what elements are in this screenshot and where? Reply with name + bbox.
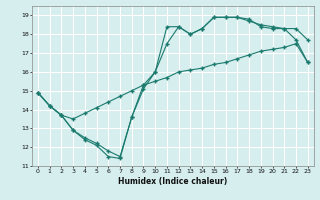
X-axis label: Humidex (Indice chaleur): Humidex (Indice chaleur)	[118, 177, 228, 186]
